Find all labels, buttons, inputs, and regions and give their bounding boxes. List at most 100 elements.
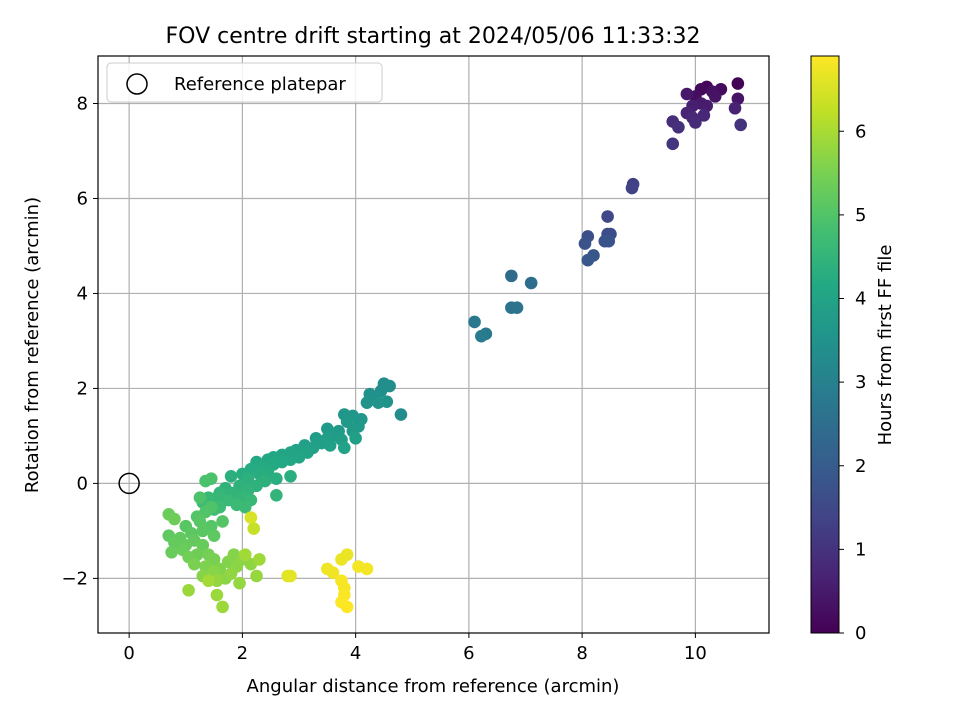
- data-point: [250, 569, 263, 583]
- legend: Reference platepar: [106, 62, 383, 103]
- data-point: [708, 90, 722, 103]
- data-point: [216, 515, 229, 528]
- x-tick-label: 0: [123, 643, 134, 664]
- x-axis-ticks: 0 2 4 6 8 10: [123, 633, 707, 664]
- colorbar-tick-label: 2: [855, 456, 866, 477]
- data-point: [193, 491, 207, 504]
- data-point: [204, 472, 218, 485]
- data-point: [601, 210, 614, 223]
- data-point: [349, 431, 362, 445]
- data-point: [581, 253, 595, 267]
- colorbar-tick-label: 5: [855, 205, 866, 226]
- data-point: [371, 396, 385, 409]
- data-point: [233, 576, 246, 590]
- data-point: [360, 562, 374, 576]
- legend-box: [106, 62, 383, 103]
- data-point: [196, 538, 210, 552]
- data-point: [196, 524, 210, 538]
- data-point: [734, 118, 747, 132]
- y-axis-ticks: −2 0 2 4 6 8: [61, 93, 98, 589]
- y-tick-label: 6: [77, 188, 88, 209]
- x-tick-label: 8: [576, 643, 587, 664]
- colorbar-label: Hours from first FF file: [875, 245, 896, 446]
- plot-frame: [97, 55, 770, 634]
- y-axis-label: Rotation from reference (arcmin): [22, 197, 43, 493]
- data-point: [270, 488, 283, 502]
- data-point: [193, 515, 207, 528]
- data-point: [505, 269, 518, 283]
- legend-label-reference: Reference platepar: [174, 74, 346, 95]
- data-point: [340, 415, 354, 428]
- y-tick-label: −2: [61, 568, 88, 589]
- data-point: [340, 600, 354, 614]
- data-point: [510, 301, 524, 314]
- data-point: [216, 600, 229, 614]
- data-point: [244, 511, 258, 524]
- data-point: [680, 87, 694, 101]
- data-point: [168, 536, 181, 550]
- data-point: [224, 469, 238, 483]
- y-tick-label: 4: [77, 283, 88, 304]
- reference-marker: [118, 472, 140, 495]
- x-tick-label: 6: [463, 643, 474, 664]
- data-point: [253, 553, 266, 566]
- data-point: [238, 500, 252, 514]
- data-point: [202, 574, 215, 588]
- data-point: [270, 472, 283, 485]
- y-tick-label: 2: [77, 378, 88, 399]
- colorbar-ticks: 0 1 2 3 4 5 6: [839, 121, 866, 644]
- x-tick-label: 10: [684, 643, 707, 664]
- data-point: [360, 396, 374, 409]
- data-point: [247, 522, 261, 535]
- data-point: [666, 137, 680, 151]
- data-point: [168, 512, 181, 526]
- data-point: [326, 566, 340, 579]
- data-point: [625, 181, 639, 195]
- data-point: [210, 588, 224, 602]
- data-point: [728, 101, 742, 115]
- data-point: [335, 553, 348, 566]
- data-point: [578, 237, 592, 250]
- data-point: [187, 557, 201, 571]
- data-points: [118, 77, 747, 614]
- data-point: [672, 120, 685, 134]
- data-point: [524, 276, 538, 290]
- x-tick-label: 2: [237, 643, 248, 664]
- data-point: [207, 564, 221, 578]
- data-point: [241, 472, 255, 485]
- data-point: [602, 234, 616, 248]
- data-point: [689, 116, 702, 129]
- data-point: [468, 315, 481, 329]
- data-point: [284, 569, 297, 583]
- data-point: [697, 109, 711, 122]
- data-point: [224, 567, 238, 580]
- data-point: [165, 545, 178, 559]
- data-point: [700, 99, 714, 113]
- data-point: [207, 529, 221, 542]
- x-axis-label: Angular distance from reference (arcmin): [247, 676, 620, 697]
- colorbar-gradient: [810, 55, 840, 634]
- data-point: [475, 329, 488, 343]
- colorbar-tick-label: 6: [855, 121, 866, 142]
- colorbar-tick-label: 4: [855, 289, 866, 310]
- colorbar-tick-label: 1: [855, 539, 866, 560]
- legend-marker-reference: [126, 73, 148, 95]
- colorbar-tick-label: 0: [855, 623, 866, 644]
- data-point: [338, 441, 351, 455]
- data-point: [323, 439, 337, 452]
- data-point: [731, 77, 745, 90]
- x-tick-label: 4: [350, 643, 361, 664]
- data-point: [394, 408, 408, 421]
- data-point: [284, 469, 297, 483]
- y-tick-label: 0: [77, 473, 88, 494]
- colorbar: 0 1 2 3 4 5 6 Hours from first FF file: [810, 55, 896, 644]
- data-point: [207, 553, 221, 566]
- data-point: [731, 92, 745, 106]
- y-tick-label: 8: [77, 93, 88, 114]
- colorbar-tick-label: 3: [855, 372, 866, 393]
- chart-title: FOV centre drift starting at 2024/05/06 …: [166, 24, 701, 49]
- data-point: [238, 548, 252, 561]
- data-point: [182, 583, 195, 597]
